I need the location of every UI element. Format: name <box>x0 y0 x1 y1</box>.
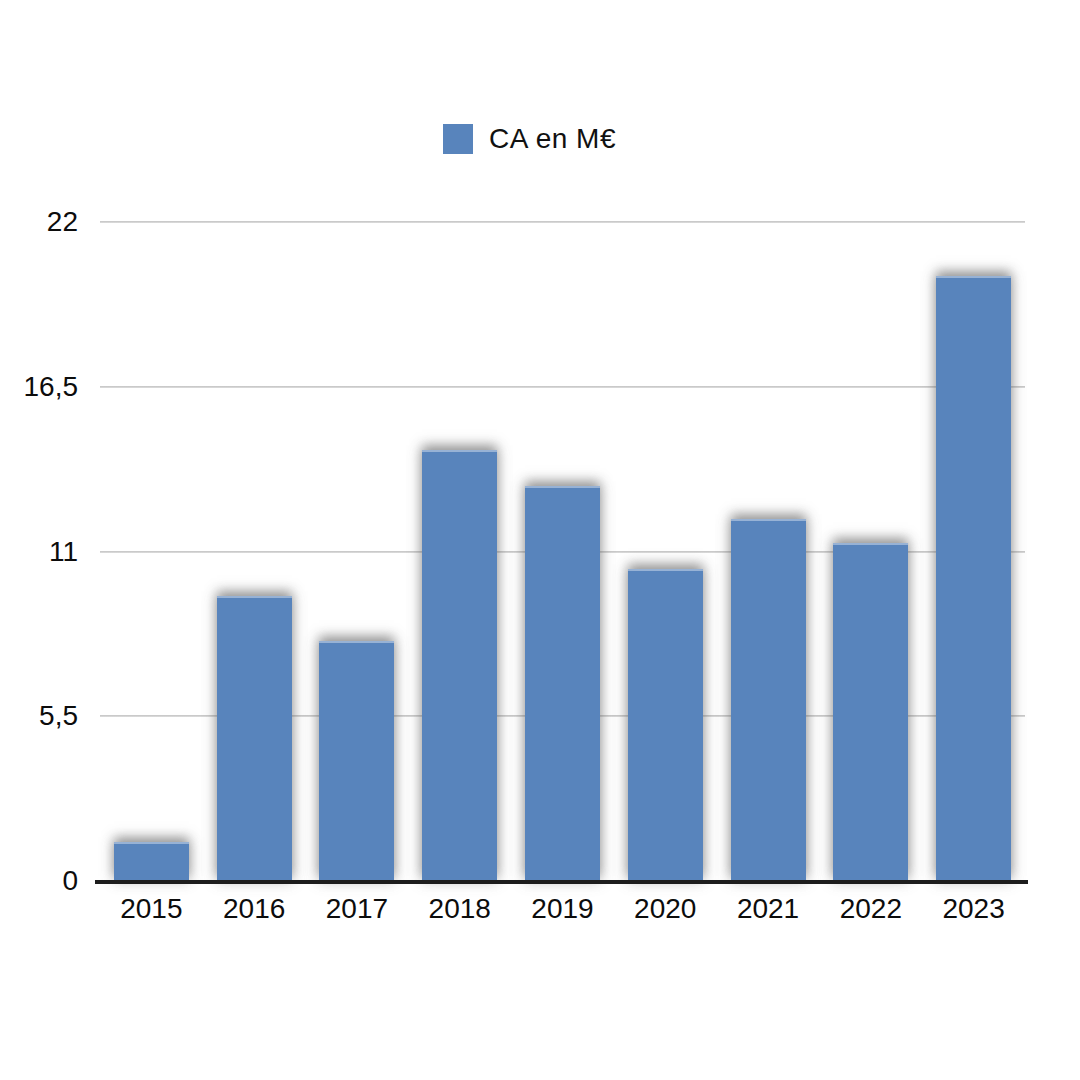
bar-2022 <box>833 543 908 881</box>
bar-2020 <box>628 569 703 881</box>
x-axis-label-2021: 2021 <box>713 893 823 925</box>
x-axis-label-2019: 2019 <box>508 893 618 925</box>
bar-2019 <box>525 486 600 881</box>
gridline-16,5 <box>100 386 1025 388</box>
x-axis-label-2017: 2017 <box>302 893 412 925</box>
legend: CA en M€ <box>443 123 616 155</box>
plot-area <box>100 222 1025 881</box>
bar-2015 <box>114 842 189 881</box>
bar-2018 <box>422 450 497 881</box>
chart-canvas: CA en M€ 05,51116,522 201520162017201820… <box>0 0 1080 1080</box>
bar-2021 <box>731 519 806 881</box>
bar-2016 <box>217 596 292 881</box>
x-axis-line <box>95 880 1028 884</box>
x-axis-label-2023: 2023 <box>919 893 1029 925</box>
bar-2023 <box>936 276 1011 881</box>
legend-swatch <box>443 124 473 154</box>
legend-label: CA en M€ <box>489 123 616 155</box>
bar-2017 <box>319 641 394 881</box>
gridline-22 <box>100 221 1025 223</box>
y-axis-label-5,5: 5,5 <box>0 700 78 732</box>
x-axis-label-2020: 2020 <box>610 893 720 925</box>
y-axis-label-22: 22 <box>0 206 78 238</box>
y-axis-label-16,5: 16,5 <box>0 371 78 403</box>
x-axis-label-2018: 2018 <box>405 893 515 925</box>
y-axis-label-11: 11 <box>0 536 78 568</box>
x-axis-label-2016: 2016 <box>199 893 309 925</box>
x-axis-label-2015: 2015 <box>96 893 206 925</box>
y-axis-label-0: 0 <box>0 865 78 897</box>
x-axis-label-2022: 2022 <box>816 893 926 925</box>
